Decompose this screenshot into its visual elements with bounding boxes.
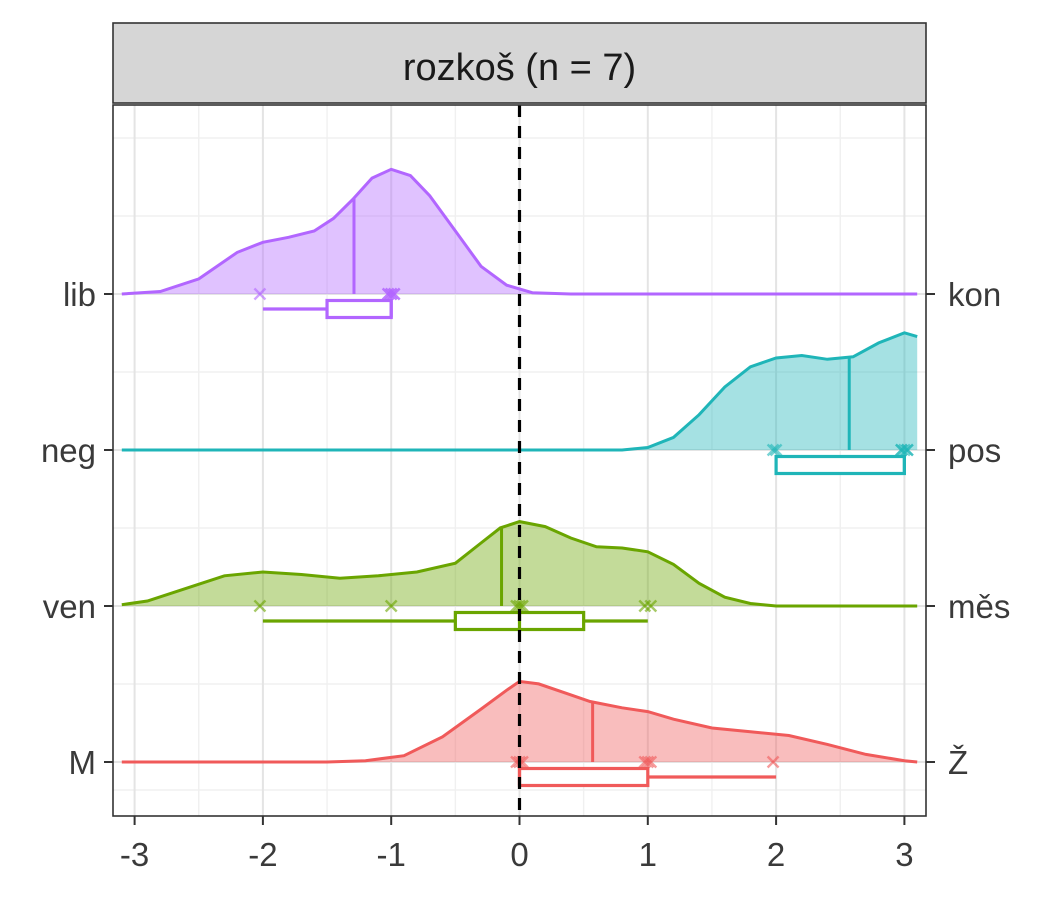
x-tick-label: 0	[510, 836, 528, 873]
x-tick-label: 1	[639, 836, 657, 873]
data-point-mark	[381, 287, 395, 301]
x-tick-label: 3	[895, 836, 913, 873]
density-curve	[121, 679, 918, 764]
density-area	[121, 521, 918, 606]
density-curve	[121, 331, 918, 452]
ridge-ven	[121, 520, 918, 632]
data-point	[898, 443, 911, 457]
y-tick-label-right: Ž	[948, 744, 968, 781]
data-point	[384, 599, 398, 613]
data-point-mark	[895, 443, 908, 457]
data-point	[253, 599, 267, 613]
data-point-mark	[766, 443, 780, 457]
y-tick-label-left: ven	[43, 588, 96, 625]
data-point	[513, 599, 526, 613]
x-tick-label: 2	[767, 836, 785, 873]
y-tick-label-left: neg	[41, 432, 96, 469]
data-point-mark	[384, 599, 398, 613]
axes-layer: -3 -2 -1 0 1 2 3 lib kon neg pos ven měs M Ž	[41, 276, 1010, 873]
box-iqr	[325, 298, 393, 320]
data-point-mark	[510, 599, 523, 613]
box-iqr	[774, 454, 906, 476]
data-point	[895, 443, 908, 457]
density-area	[121, 332, 918, 450]
data-point	[253, 287, 267, 301]
density-area	[121, 169, 918, 294]
data-point	[384, 287, 398, 301]
facet-title: rozkoš (n = 7)	[403, 47, 636, 89]
data-point	[769, 443, 783, 457]
y-tick-label-left: lib	[63, 276, 96, 313]
data-point-mark	[644, 755, 658, 769]
density-curve	[121, 167, 918, 296]
data-point	[641, 755, 655, 769]
data-point-mark	[766, 755, 780, 769]
data-point	[638, 599, 652, 613]
y-tick-label-right: měs	[948, 588, 1010, 625]
data-point-mark	[384, 287, 398, 301]
data-point	[766, 443, 780, 457]
y-tick-label-right: pos	[948, 432, 1001, 469]
x-tick-label: -1	[377, 836, 406, 873]
y-tick-label-right: kon	[948, 276, 1001, 313]
ridge-neg	[121, 331, 918, 476]
data-point-mark	[641, 755, 655, 769]
y-tick-label-left: M	[69, 744, 97, 781]
x-tick-label: -3	[120, 836, 149, 873]
x-tick-label: -2	[248, 836, 277, 873]
data-point-mark	[638, 599, 652, 613]
data-point-mark	[769, 443, 783, 457]
data-point	[381, 287, 395, 301]
data-point	[766, 755, 780, 769]
box-iqr	[517, 766, 650, 788]
data-point-mark	[898, 443, 911, 457]
data-point-mark	[513, 599, 526, 613]
facet-strip	[112, 22, 927, 104]
ridge-lib	[121, 167, 918, 320]
data-point	[644, 755, 658, 769]
density-curve	[121, 520, 918, 608]
data-point-mark	[253, 599, 267, 613]
data-point-mark	[253, 287, 267, 301]
